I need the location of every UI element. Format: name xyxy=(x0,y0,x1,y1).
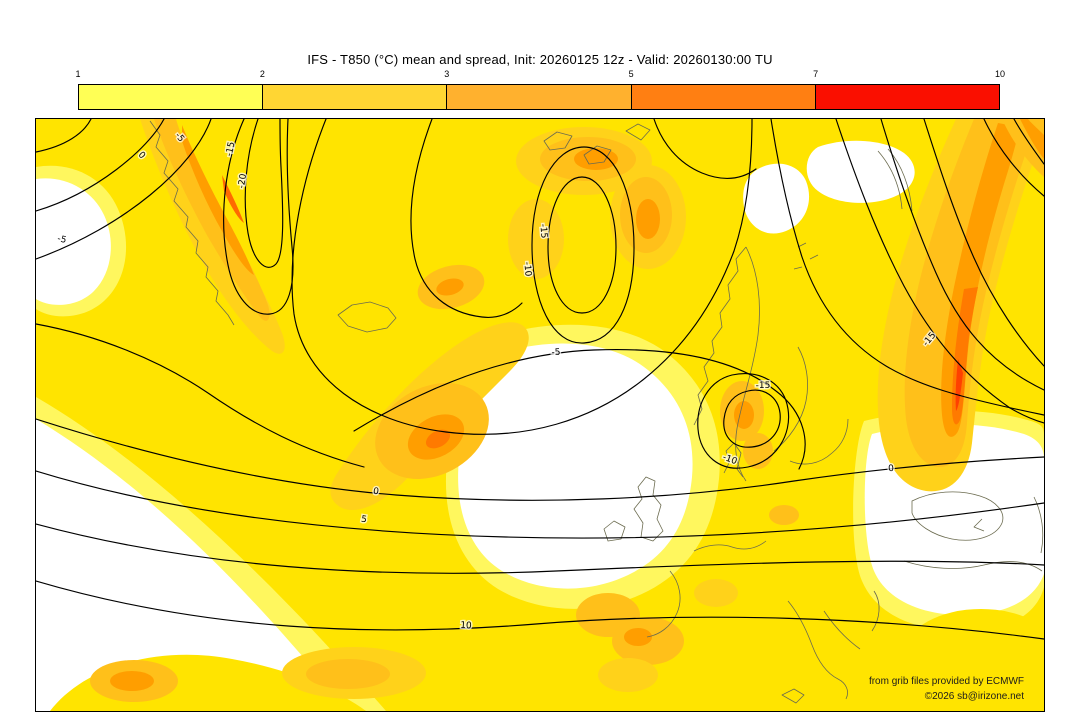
coastline-path xyxy=(793,242,819,270)
coastline-path xyxy=(693,246,747,426)
colorbar-segment xyxy=(815,85,1000,109)
contour-label: 5 xyxy=(360,515,367,526)
spread-region xyxy=(36,178,111,305)
spread-blob xyxy=(508,199,564,279)
contour-path xyxy=(36,119,212,260)
coastline-path xyxy=(781,600,848,704)
colorbar-tick: 3 xyxy=(444,69,450,79)
attribution: from grib files provided by ECMWF ©2026 … xyxy=(869,674,1024,704)
contour-path xyxy=(531,146,635,344)
contour-path xyxy=(770,119,1044,416)
colorbar-tick: 1 xyxy=(75,69,81,79)
contour-label: -10 xyxy=(521,261,532,277)
contour-path xyxy=(36,323,365,468)
greenland-spread-band xyxy=(222,175,244,223)
contour-path xyxy=(244,119,284,268)
east-spread-band xyxy=(955,359,963,411)
attribution-line1: from grib files provided by ECMWF xyxy=(868,676,1024,687)
spread-blob xyxy=(636,199,660,239)
contour-label: -15 xyxy=(756,381,771,391)
colorbar-tick: 10 xyxy=(994,69,1006,79)
contour-path xyxy=(36,470,1044,539)
contour-path xyxy=(1013,119,1044,165)
contour-label: 0 xyxy=(372,487,379,498)
spread-blob xyxy=(110,671,154,691)
coastline-path xyxy=(911,491,1004,541)
high-spread-regions xyxy=(90,119,1044,702)
contour-label: 10 xyxy=(460,621,472,632)
corner-spread-band xyxy=(1020,119,1044,159)
coastline-path xyxy=(337,301,397,333)
coastline-path xyxy=(543,131,573,151)
contour-path xyxy=(36,119,92,153)
spread-blob xyxy=(436,278,464,296)
spread-blob xyxy=(734,401,754,429)
contour-label: -20 xyxy=(237,173,249,189)
attribution-line2: ©2026 sb@irizone.net xyxy=(924,691,1024,702)
contour-path xyxy=(36,580,1044,640)
colorbar-segment xyxy=(263,85,448,109)
coastline-path xyxy=(773,346,849,465)
contour-path xyxy=(697,373,790,469)
coastline-path xyxy=(583,145,612,165)
greenland-spread-band xyxy=(182,125,254,275)
contour-path xyxy=(223,119,294,315)
colorbar-ticks: 1 2 3 5 7 10 xyxy=(75,69,1005,81)
contour-path xyxy=(353,349,806,470)
contour-path xyxy=(923,119,1044,367)
map-area: 0 -5 -5 -15 -20 -15 -10 -5 -15 -10 -15 0 0 5 10 from g… xyxy=(35,118,1045,712)
colorbar-segment xyxy=(447,85,632,109)
contour-path xyxy=(653,119,757,179)
contour-path xyxy=(835,119,1044,424)
contour-path xyxy=(410,119,523,318)
coastline-path xyxy=(823,610,861,650)
contour-path xyxy=(36,523,1044,574)
coastline-path xyxy=(603,520,626,542)
colorbar: 1 2 3 5 7 10 xyxy=(75,69,1005,110)
spread-blob xyxy=(306,659,390,689)
spread-region xyxy=(806,140,915,203)
colorbar-tick: 2 xyxy=(259,69,265,79)
colorbar-bar xyxy=(78,84,1000,110)
contour-label: -5 xyxy=(56,234,67,246)
colorbar-segment xyxy=(79,85,264,109)
spread-blob xyxy=(425,429,451,449)
mean-contours xyxy=(36,119,1044,640)
spread-blob xyxy=(574,148,618,170)
contour-path xyxy=(723,389,781,448)
contour-label: -15 xyxy=(225,141,238,157)
contour-path xyxy=(291,119,753,435)
coastline-path xyxy=(871,590,880,632)
spread-region xyxy=(458,343,693,589)
coastline-path xyxy=(646,540,767,638)
colorbar-segment xyxy=(631,85,816,109)
spread-blob xyxy=(624,628,652,646)
coastline-path xyxy=(149,120,235,326)
contour-path xyxy=(36,119,165,212)
contour-label: 0 xyxy=(888,464,895,474)
contour-label: -5 xyxy=(551,348,560,358)
colorbar-tick: 7 xyxy=(813,69,819,79)
contour-label: -15 xyxy=(537,223,548,239)
contour-path xyxy=(983,119,1044,197)
contour-path xyxy=(547,176,617,314)
spread-region xyxy=(843,627,953,691)
contour-path xyxy=(36,418,1044,501)
coastlines xyxy=(149,120,1044,704)
greenland-spread-band xyxy=(154,119,270,321)
coastline-path xyxy=(625,123,651,141)
page-title: IFS - T850 (°C) mean and spread, Init: 2… xyxy=(307,52,773,67)
spread-blob xyxy=(598,658,658,692)
spread-blob xyxy=(694,579,738,607)
colorbar-tick: 5 xyxy=(628,69,634,79)
spread-blob xyxy=(769,505,799,525)
contour-path xyxy=(880,119,1044,391)
coastline-path xyxy=(735,246,760,482)
spread-region xyxy=(743,163,810,234)
